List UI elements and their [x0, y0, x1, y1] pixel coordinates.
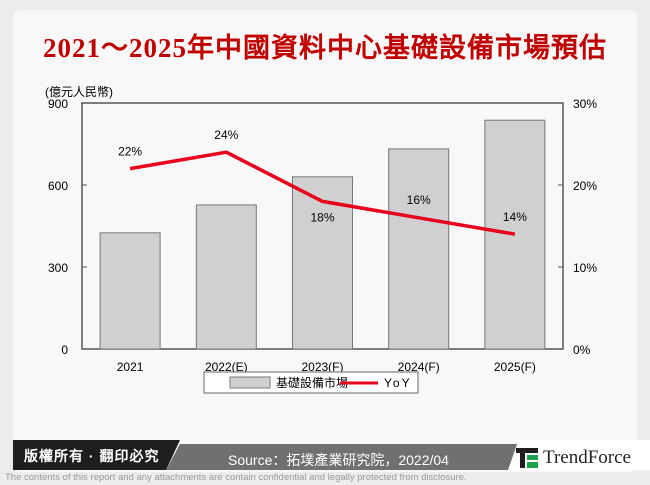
chart: (億元人民幣) 0 300 600 900 0% 10% 20% 30% 2021 2022(E)…: [45, 85, 597, 394]
yoy-data-label: 22%: [118, 145, 142, 159]
y-tick-label: 0: [61, 343, 68, 357]
footer-band: [13, 440, 650, 470]
y2-tick-label: 30%: [573, 97, 597, 111]
bar: [484, 119, 546, 350]
x-tick-label: 2022(E): [205, 360, 248, 374]
copyright-text: 版權所有 · 翻印必究: [24, 448, 160, 464]
yoy-data-label: 14%: [503, 210, 527, 224]
y-tick-label: 300: [48, 261, 68, 275]
legend-label-bar: 基礎設備市場: [276, 375, 348, 390]
y2-tick-label: 20%: [573, 179, 597, 193]
x-tick-label: 2024(F): [398, 360, 440, 374]
legend: 基礎設備市場 YoY: [203, 371, 419, 394]
x-tick-label: 2025(F): [494, 360, 536, 374]
y-tick-label: 900: [48, 97, 68, 111]
trendforce-logo-icon: [516, 448, 538, 468]
disclaimer: The contents of this report and any atta…: [5, 472, 467, 483]
x-tick-label: 2023(F): [301, 360, 343, 374]
y-tick-label: 600: [48, 179, 68, 193]
bar: [99, 232, 161, 350]
brand-name: TrendForce: [543, 447, 631, 468]
bar: [388, 148, 450, 350]
legend-swatch-bar: [229, 376, 271, 389]
chart-title: 2021～2025年中國資料中心基礎設備市場預估: [43, 33, 607, 63]
trendforce-logo: TrendForce: [516, 446, 631, 470]
y2-tick-label: 0%: [573, 343, 591, 357]
x-tick-label: 2021: [117, 360, 144, 374]
yoy-data-label: 24%: [214, 128, 238, 142]
source-text: Source：拓墣產業研究院，2022/04: [228, 452, 449, 468]
yoy-line: [129, 150, 516, 236]
y2-tick-label: 10%: [573, 261, 597, 275]
yoy-data-label: 16%: [407, 193, 431, 207]
legend-label-line: YoY: [384, 376, 412, 390]
yoy-data-label: 18%: [310, 210, 334, 224]
bar: [195, 204, 257, 350]
y-axis-label: (億元人民幣): [45, 85, 113, 99]
